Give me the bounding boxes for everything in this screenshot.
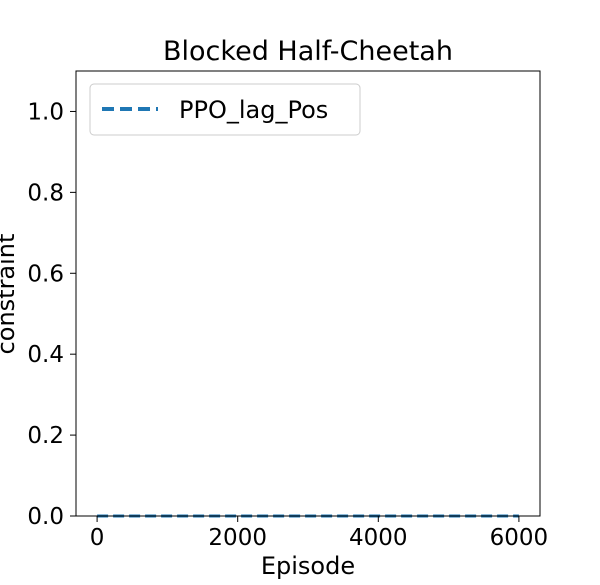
legend-label: PPO_lag_Pos bbox=[179, 96, 328, 124]
y-tick-label: 0.4 bbox=[27, 342, 64, 368]
x-tick-label: 0 bbox=[90, 525, 105, 551]
x-tick-label: 6000 bbox=[490, 525, 549, 551]
x-tick-label: 2000 bbox=[208, 525, 267, 551]
y-tick-label: 1.0 bbox=[27, 99, 64, 125]
y-tick-label: 0.2 bbox=[27, 423, 64, 449]
x-axis-label: Episode bbox=[261, 552, 355, 580]
plot-area: 0 2000 4000 6000 0.0 0.2 0.4 0.6 0.8 1.0 PPO_lag_P… bbox=[27, 70, 549, 551]
legend-box bbox=[89, 83, 361, 136]
plot-frame bbox=[75, 70, 541, 517]
y-axis-label: constraint bbox=[0, 234, 20, 355]
chart-title: Blocked Half-Cheetah bbox=[163, 36, 453, 67]
y-tick-label: 0.0 bbox=[27, 504, 64, 530]
y-tick-label: 0.8 bbox=[27, 180, 64, 206]
y-tick-label: 0.6 bbox=[27, 261, 64, 287]
x-tick-label: 4000 bbox=[349, 525, 408, 551]
